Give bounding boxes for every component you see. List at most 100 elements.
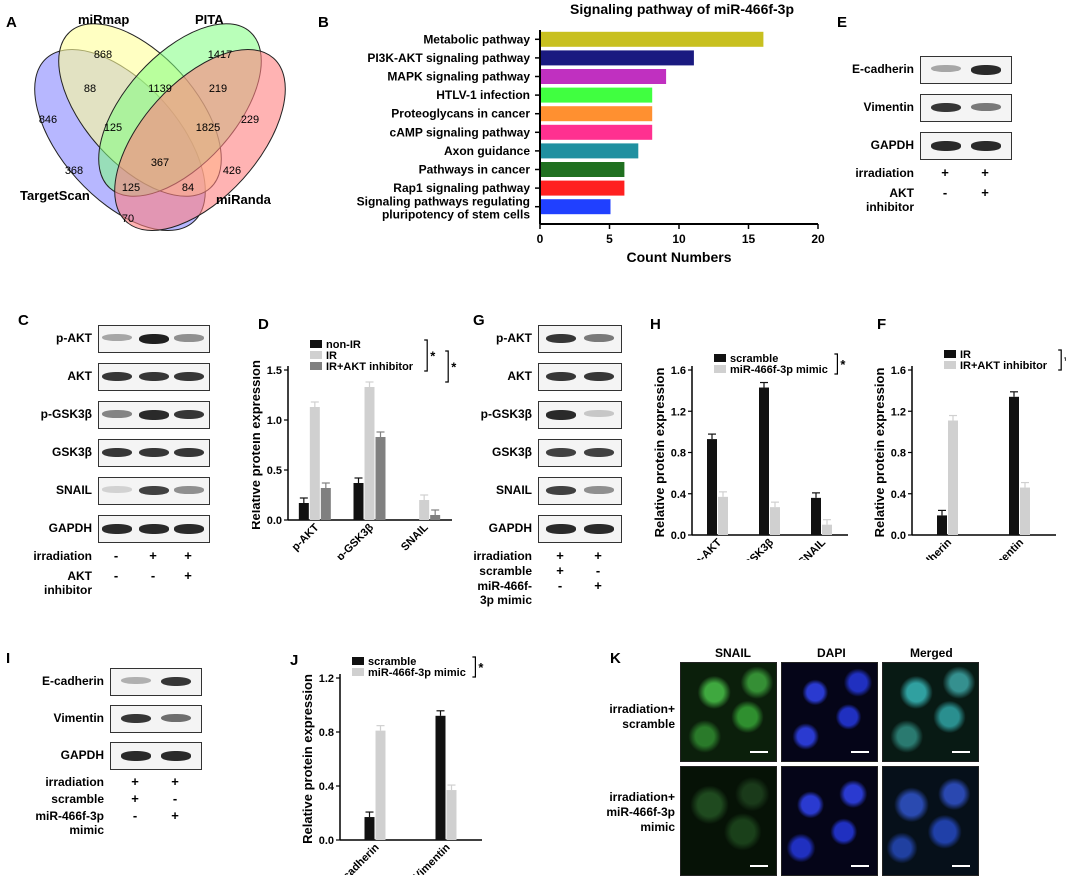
micro-image-merged-mimic bbox=[882, 766, 979, 876]
blot-condition-label: AKT inhibitor bbox=[866, 186, 914, 214]
blot-band bbox=[121, 714, 151, 724]
blot-row-label: SNAIL bbox=[496, 483, 532, 497]
micro-row-label: irradiation+ miR-466f-3p mimic bbox=[606, 790, 675, 834]
blot-band bbox=[584, 524, 614, 534]
legend-label: scramble bbox=[730, 353, 778, 365]
legend-label: IR+AKT inhibitor bbox=[326, 361, 414, 373]
microscopy-grid: SNAIL DAPI Merged irradiation+ scramble … bbox=[585, 640, 1070, 884]
y-axis-label: Relative protein expression bbox=[300, 674, 315, 844]
panel-label-i: I bbox=[6, 650, 11, 667]
data-bar bbox=[770, 507, 780, 535]
pathway-bar bbox=[541, 69, 667, 84]
venn-label-mirmap: miRmap bbox=[78, 12, 129, 27]
blot-strip bbox=[538, 439, 622, 467]
category-label: Signaling pathways regulating pluripotenc… bbox=[357, 195, 531, 222]
y-tick-label: 0.5 bbox=[267, 465, 282, 477]
blot-condition-mark: + bbox=[556, 548, 564, 563]
data-bar bbox=[419, 500, 430, 520]
blot-strip bbox=[98, 515, 210, 543]
significance-star: * bbox=[840, 357, 846, 372]
blot-row-label: AKT bbox=[507, 369, 532, 383]
bar-chart-f: 0.0 0.4 0.8 1.2 1.6 Relative protein expressi… bbox=[872, 349, 1066, 560]
micro-image-dapi-mimic bbox=[781, 766, 878, 876]
significance-star: * bbox=[1064, 353, 1066, 368]
western-blot-c: p-AKT AKT p-GSK3β GSK3β SNAIL GAPDH irradiatio… bbox=[30, 325, 220, 597]
x-tick-label: 20 bbox=[811, 232, 825, 246]
blot-condition-mark: + bbox=[131, 791, 139, 806]
blot-strip bbox=[538, 515, 622, 543]
blot-condition-label: scramble bbox=[51, 792, 104, 806]
venn-label-miranda: miRanda bbox=[216, 192, 272, 207]
data-bar bbox=[375, 437, 386, 520]
blot-condition-mark: + bbox=[171, 774, 179, 789]
significance-bracket bbox=[445, 350, 449, 383]
blot-condition-mark: + bbox=[149, 548, 157, 563]
y-tick-label: 0.8 bbox=[671, 448, 686, 460]
y-axis-label: Relative protein expression bbox=[872, 368, 887, 538]
panel-label-f: F bbox=[877, 316, 887, 333]
pathway-bar bbox=[541, 87, 653, 103]
blot-band bbox=[161, 677, 191, 687]
legend-swatch bbox=[310, 351, 322, 359]
blot-strip bbox=[98, 363, 210, 391]
x-tick-label: Vimentin bbox=[411, 841, 452, 875]
legend-label: miR-466f-3p mimic bbox=[368, 667, 466, 679]
data-bar bbox=[364, 387, 375, 520]
blot-strip bbox=[110, 705, 202, 733]
blot-band bbox=[139, 334, 169, 344]
blot-condition-mark: - bbox=[113, 548, 119, 563]
micro-col-label: DAPI bbox=[817, 646, 846, 660]
significance-bracket bbox=[834, 353, 838, 375]
blot-band bbox=[102, 448, 132, 458]
x-tick-label: 0 bbox=[537, 232, 544, 246]
data-bar bbox=[822, 524, 832, 535]
bar-chart-j: 0.0 0.4 0.8 1.2 Relative protein expression E… bbox=[300, 656, 484, 875]
blot-condition-mark: + bbox=[981, 165, 989, 180]
blot-row-label: Vimentin bbox=[53, 711, 104, 725]
legend-swatch bbox=[944, 350, 956, 358]
blot-band bbox=[971, 103, 1001, 112]
pathway-bar-chart: Signaling pathway of miR-466f-3p Metaboli… bbox=[357, 1, 825, 265]
legend-swatch bbox=[310, 340, 322, 348]
data-bar bbox=[435, 715, 446, 840]
y-tick-label: 0.0 bbox=[319, 835, 334, 847]
venn-set-miranda bbox=[114, 49, 286, 231]
blot-band bbox=[161, 751, 191, 761]
blot-row-label: GSK3β bbox=[491, 445, 532, 459]
venn-count: 70 bbox=[122, 213, 134, 225]
panel-label-d: D bbox=[258, 316, 269, 333]
category-label: MAPK signaling pathway bbox=[387, 70, 530, 84]
blot-band bbox=[139, 448, 169, 458]
category-label: Metabolic pathway bbox=[423, 32, 530, 46]
data-bar bbox=[375, 730, 386, 840]
blot-condition-mark: + bbox=[981, 185, 989, 200]
blot-band bbox=[139, 524, 169, 534]
blot-band bbox=[931, 65, 961, 73]
blot-condition-mark: - bbox=[942, 185, 948, 200]
pathway-bar bbox=[541, 31, 764, 47]
blot-band bbox=[546, 410, 576, 420]
significance-bracket bbox=[472, 656, 476, 678]
blot-condition-label: miR-466f-3p mimic bbox=[35, 809, 104, 837]
legend-label: IR bbox=[960, 349, 971, 361]
blot-band bbox=[139, 372, 169, 382]
bar-chart-h: 0.0 0.4 0.8 1.2 1.6 Relative protein expressi… bbox=[652, 353, 848, 560]
blot-band bbox=[546, 524, 576, 534]
pathway-bar bbox=[541, 143, 639, 159]
data-bar bbox=[446, 790, 457, 840]
blot-band bbox=[546, 372, 576, 382]
blot-band bbox=[174, 486, 204, 494]
pathway-bar bbox=[541, 124, 653, 140]
blot-strip bbox=[538, 477, 622, 505]
blot-row-label: p-GSK3β bbox=[40, 407, 92, 421]
x-tick-label: Vimentin bbox=[985, 536, 1026, 560]
venn-diagram: miRmap PITA TargetScan miRanda 868 1417 … bbox=[20, 12, 286, 231]
blot-band bbox=[971, 141, 1001, 151]
venn-count: 368 bbox=[65, 165, 83, 177]
blot-strip bbox=[98, 401, 210, 429]
y-tick-label: 1.2 bbox=[671, 406, 686, 418]
pathway-bar bbox=[541, 180, 625, 196]
blot-band bbox=[174, 448, 204, 458]
x-axis-label: Count Numbers bbox=[627, 249, 732, 265]
venn-count: 426 bbox=[223, 165, 241, 177]
